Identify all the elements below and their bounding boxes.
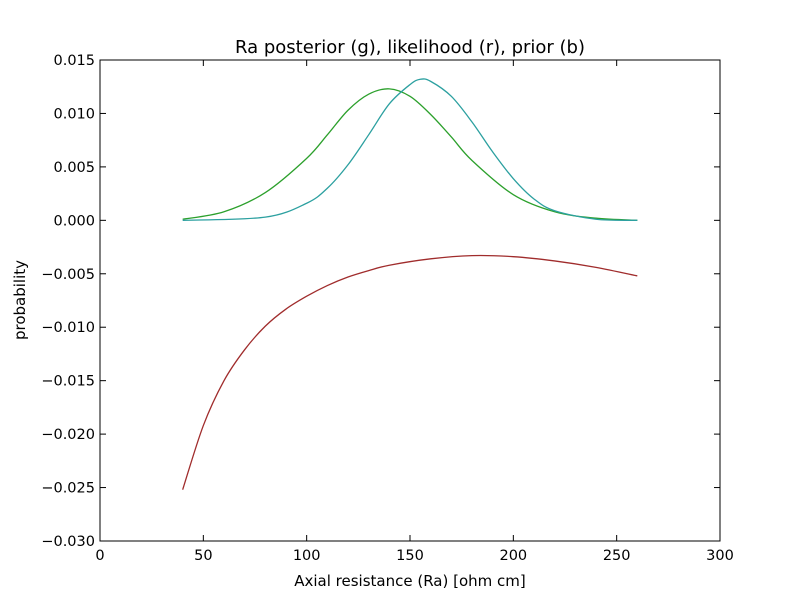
ticks-layer: 0 50 100 150 200 250 300 −0.030 −0.025 −0.020 −0.0… [41,53,734,564]
x-tick-label: 100 [293,548,321,564]
series-line-1 [182,88,638,221]
y-tick-label: −0.010 [41,320,95,336]
y-tick-label: 0.000 [53,213,95,229]
x-axis-label: Axial resistance (Ra) [ohm cm] [294,572,526,590]
series-line-2 [182,254,638,490]
series-line-3 [182,78,638,221]
series-layer [182,78,638,490]
y-tick-label: 0.010 [53,106,95,122]
y-axis-label: probability [11,260,29,340]
x-tick-label: 250 [603,548,631,564]
x-tick-label: 50 [194,548,212,564]
x-tick-label: 300 [706,548,734,564]
y-tick-label: −0.005 [41,267,95,283]
y-tick-label: −0.025 [41,481,95,497]
y-tick-label: −0.030 [41,534,95,550]
y-tick-label: −0.015 [41,374,95,390]
chart-title: Ra posterior (g), likelihood (r), prior … [235,37,585,58]
y-tick-label: 0.005 [53,160,95,176]
x-tick-label: 200 [499,548,527,564]
y-tick-label: 0.015 [53,53,95,69]
x-tick-label: 150 [396,548,424,564]
y-tick-label: −0.020 [41,427,95,443]
plot-frame [99,59,721,542]
x-tick-label: 0 [95,548,104,564]
